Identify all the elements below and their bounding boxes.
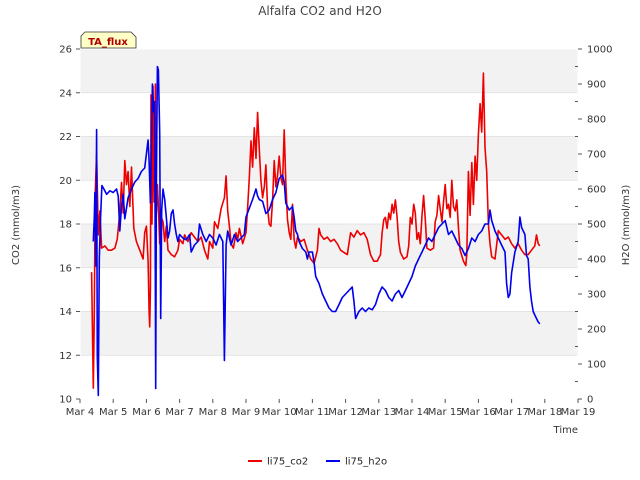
y-right-tick-label: 200 <box>587 325 606 336</box>
x-tick-label: Mar 5 <box>99 407 127 418</box>
y-left-tick-label: 20 <box>59 176 72 187</box>
y-right-tick-label: 900 <box>587 80 606 91</box>
x-tick-label: Mar 7 <box>165 407 193 418</box>
x-tick-label: Mar 13 <box>361 407 396 418</box>
x-tick-label: Mar 15 <box>428 407 463 418</box>
y-left-tick-label: 14 <box>59 307 72 318</box>
y-axis-right-title: H2O (mmol/m3) <box>621 185 632 266</box>
series-layer <box>90 65 541 397</box>
ta-flux-badge: TA_flux <box>80 31 137 49</box>
legend: li75_co2 li75_h2o <box>248 457 387 468</box>
x-tick-label: Mar 19 <box>561 407 596 418</box>
y-right-tick-label: 1000 <box>587 45 612 56</box>
y-right-tick-label: 100 <box>587 360 606 371</box>
y-left-tick-label: 26 <box>59 45 72 56</box>
y-right-tick-label: 700 <box>587 150 606 161</box>
y-axis-left-title: CO2 (mmol/m3) <box>11 185 22 265</box>
legend-label-li75_co2: li75_co2 <box>267 457 308 468</box>
x-tick-label: Mar 14 <box>395 407 430 418</box>
x-tick-label: Mar 11 <box>295 407 330 418</box>
x-axis-title: Time <box>553 425 578 436</box>
y-right-tick-label: 500 <box>587 220 606 231</box>
x-tick-label: Mar 12 <box>328 407 363 418</box>
legend-label-li75_h2o: li75_h2o <box>345 457 387 468</box>
y-left-tick-label: 10 <box>59 395 72 406</box>
y-left-tick-label: 24 <box>59 88 72 99</box>
x-tick-label: Mar 10 <box>262 407 297 418</box>
y-right-tick-label: 400 <box>587 255 606 266</box>
badge-label: TA_flux <box>88 37 128 48</box>
chart-title: Alfalfa CO2 and H2O <box>258 4 382 18</box>
x-tick-label: Mar 8 <box>199 407 227 418</box>
y-axis-left-ticks: 10 12 14 16 18 20 22 24 26 <box>59 45 80 406</box>
x-tick-label: Mar 16 <box>461 407 496 418</box>
y-axis-right-ticks: 0 100 200 300 400 500 600 700 800 900 1000 <box>575 45 612 406</box>
y-right-tick-label: 600 <box>587 185 606 196</box>
x-tick-label: Mar 17 <box>494 407 529 418</box>
band <box>80 311 578 356</box>
y-right-tick-label: 0 <box>587 395 593 406</box>
y-left-tick-label: 18 <box>59 220 72 231</box>
y-right-tick-label: 800 <box>587 115 606 126</box>
y-left-tick-label: 12 <box>59 351 72 362</box>
x-tick-label: Mar 18 <box>527 407 562 418</box>
y-left-tick-label: 22 <box>59 132 72 143</box>
series-line-li75_h2o <box>92 65 541 397</box>
x-tick-label: Mar 6 <box>132 407 160 418</box>
x-tick-label: Mar 9 <box>232 407 260 418</box>
y-right-tick-label: 300 <box>587 290 606 301</box>
band <box>80 136 578 181</box>
x-axis-ticks: Mar 4 Mar 5 Mar 6 Mar 7 Mar 8 Mar 9 Mar 10Mar … <box>66 399 596 418</box>
y-left-tick-label: 16 <box>59 263 72 274</box>
band <box>80 49 578 93</box>
x-tick-label: Mar 4 <box>66 407 94 418</box>
